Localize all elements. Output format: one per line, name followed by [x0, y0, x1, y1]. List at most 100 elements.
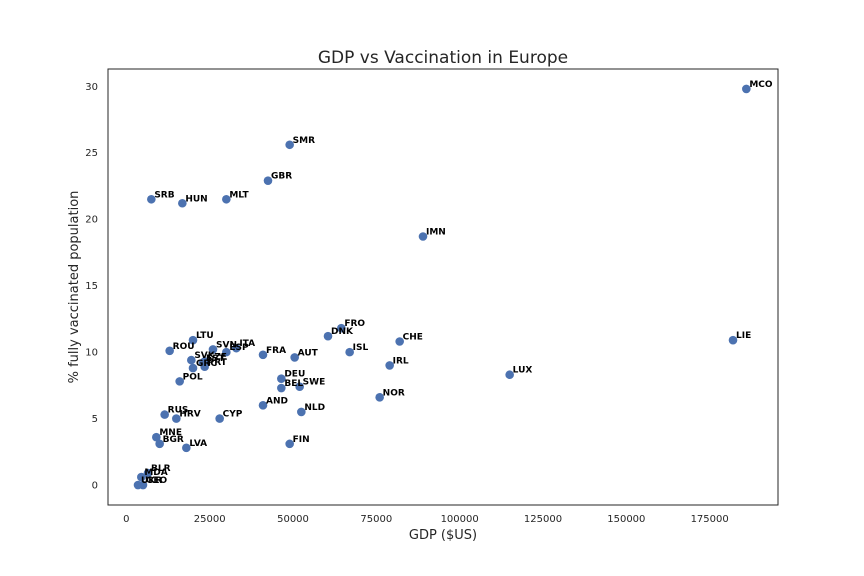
data-point [152, 432, 161, 442]
point-label: BEL [284, 379, 303, 389]
point-label: LTU [196, 331, 214, 341]
point-label: SVN [216, 340, 237, 350]
data-point [200, 362, 209, 372]
y-tick-label: 10 [85, 348, 98, 359]
data-point [138, 480, 148, 490]
y-axis-label: % fully vaccinated population [67, 191, 82, 384]
point-label: EST [206, 354, 226, 364]
point-label: SRB [154, 190, 174, 200]
point-label: CZE [208, 352, 227, 362]
point-label: SMR [293, 136, 315, 146]
x-tick-label: 150000 [607, 514, 645, 525]
point-label: UKR [141, 476, 162, 486]
point-label: AUT [298, 348, 319, 358]
data-point [175, 377, 184, 386]
data-point [188, 335, 198, 345]
data-point [337, 323, 346, 333]
point-label: CYP [223, 410, 243, 420]
x-axis-label: GDP ($US) [409, 528, 477, 543]
data-point [215, 414, 224, 423]
data-point [258, 350, 268, 360]
y-tick-label: 0 [92, 481, 98, 492]
point-label: ISL [353, 343, 369, 353]
point-label: MLT [229, 190, 249, 200]
data-point [395, 337, 404, 346]
point-label: DEU [284, 370, 305, 380]
data-point [285, 439, 294, 449]
data-point [385, 361, 394, 370]
chart-title: GDP vs Vaccination in Europe [318, 48, 568, 68]
data-point [345, 347, 354, 357]
point-label: FIN [293, 435, 310, 445]
point-label: ESP [229, 343, 249, 353]
data-point [290, 353, 299, 362]
data-point [172, 414, 181, 423]
x-tick-label: 125000 [524, 514, 562, 525]
y-tick-label: 5 [92, 414, 98, 425]
y-axis-ticks: 0 5 10 15 20 25 30 [85, 82, 98, 492]
point-label: FRO [344, 319, 365, 329]
data-point [728, 335, 738, 345]
point-label: LVA [189, 439, 207, 449]
point-label: IRL [393, 356, 409, 366]
plot-area [107, 68, 779, 506]
point-label: NLD [304, 403, 325, 413]
x-tick-label: 25000 [194, 514, 226, 525]
point-label: LUX [513, 366, 533, 376]
data-point [375, 393, 384, 402]
x-tick-label: 100000 [441, 514, 479, 525]
point-label: FRA [266, 346, 286, 356]
data-point [258, 401, 268, 410]
data-point [222, 347, 231, 357]
data-point [285, 140, 294, 150]
point-label: MNE [159, 428, 182, 438]
data-point [182, 443, 191, 453]
data-point [295, 382, 304, 391]
x-tick-label: 0 [123, 514, 129, 525]
point-label: ITA [239, 339, 255, 349]
data-point [232, 343, 241, 353]
data-point [505, 370, 514, 380]
point-label: IMN [426, 227, 446, 237]
point-label: GRC [196, 359, 217, 369]
point-label: BLR [151, 464, 171, 474]
point-label: NOR [383, 388, 405, 398]
data-point [418, 232, 428, 241]
data-point [742, 84, 751, 94]
point-label: PRT [208, 358, 228, 368]
y-tick-label: 25 [85, 148, 98, 159]
data-point [188, 363, 198, 373]
point-label: RUS [168, 406, 189, 416]
data-point [137, 472, 146, 482]
point-label: GBR [271, 172, 292, 182]
data-point [297, 407, 306, 417]
data-point [147, 194, 156, 204]
data-point [178, 198, 187, 208]
point-label: HUN [185, 194, 207, 204]
point-label: SVK [194, 351, 215, 361]
point-label: ROU [173, 342, 195, 352]
data-point [277, 383, 286, 393]
point-label: DNK [331, 327, 354, 337]
x-tick-label: 50000 [277, 514, 309, 525]
data-point [263, 176, 273, 185]
x-tick-label: 75000 [360, 514, 392, 525]
data-point [323, 331, 333, 341]
point-label: LIE [736, 331, 751, 341]
point-label: BGR [163, 435, 184, 445]
data-point [277, 374, 286, 384]
data-point [160, 410, 169, 419]
data-point [165, 346, 174, 356]
y-tick-label: 20 [85, 215, 98, 226]
point-label: SWE [303, 378, 326, 388]
data-point [222, 194, 231, 204]
point-label: HRV [179, 410, 200, 420]
point-label: MCO [749, 80, 773, 90]
data-points [133, 84, 751, 490]
point-label: MDA [144, 468, 167, 478]
point-label: CHE [403, 333, 423, 343]
x-tick-label: 175000 [691, 514, 729, 525]
data-point [208, 345, 218, 354]
